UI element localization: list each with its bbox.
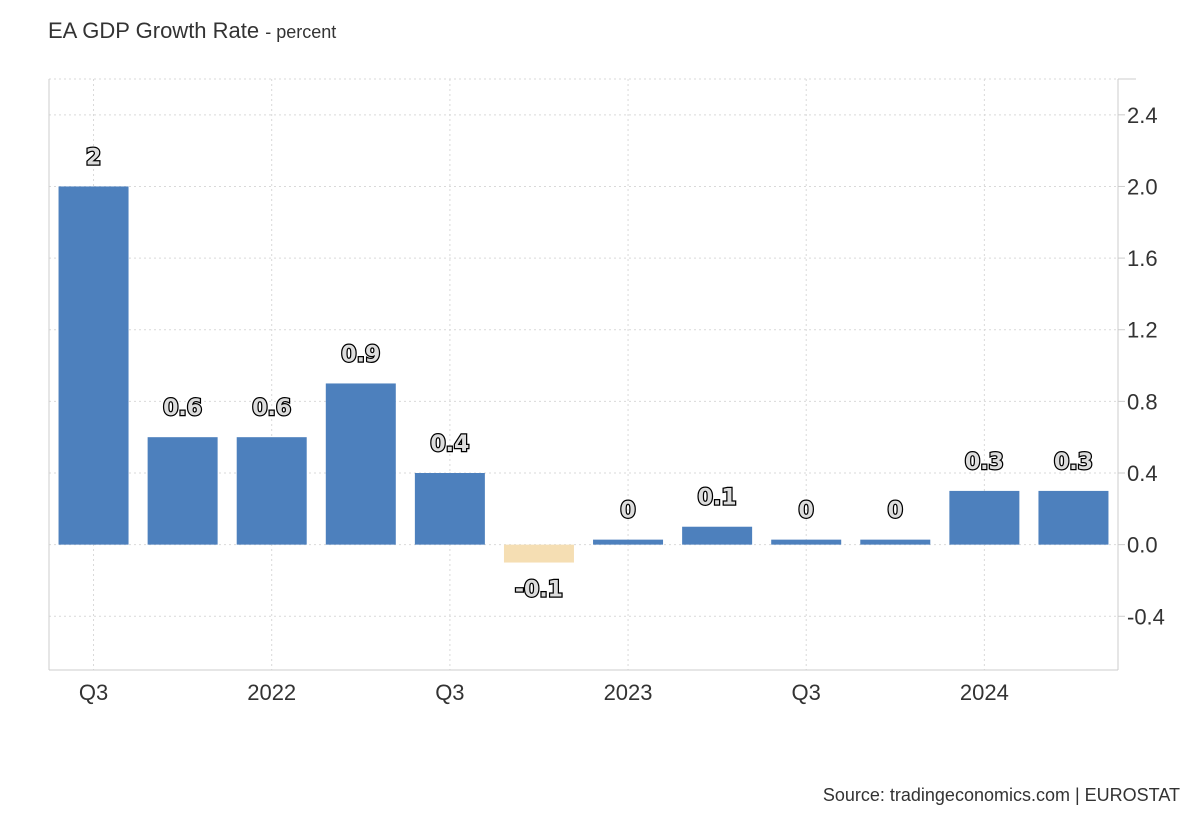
y-tick-label: 0.0 <box>1127 533 1158 558</box>
x-tick-label: Q3 <box>792 680 821 705</box>
data-labels: 2 0.6 0.6 0.9 0.4 -0.1 0 0.1 0 0 0.3 0.3 <box>85 144 1095 604</box>
data-label: 0 <box>799 499 814 524</box>
bar[interactable] <box>682 526 753 545</box>
y-tick-label: 0.4 <box>1127 461 1158 486</box>
data-label: 0.9 <box>341 342 380 367</box>
y-tick-label: 2.0 <box>1127 174 1158 199</box>
data-label: -0.1 <box>515 578 563 603</box>
y-tick-label: -0.4 <box>1127 604 1165 629</box>
bar[interactable] <box>236 437 307 545</box>
y-tick-label: 0.8 <box>1127 389 1158 414</box>
y-tick-label: 1.2 <box>1127 318 1158 343</box>
data-label: 0.6 <box>163 396 202 421</box>
bars <box>58 186 1109 563</box>
y-tick-label: 1.6 <box>1127 246 1158 271</box>
data-label: 0 <box>620 499 635 524</box>
data-label: 0 <box>888 499 903 524</box>
bar[interactable] <box>1038 490 1109 545</box>
bar[interactable] <box>503 544 574 563</box>
data-label: 0.4 <box>430 432 469 457</box>
bar[interactable] <box>414 473 485 545</box>
data-label: 0.3 <box>965 450 1004 475</box>
bar[interactable] <box>949 490 1020 545</box>
bar[interactable] <box>325 383 396 545</box>
x-tick-label: 2022 <box>247 680 296 705</box>
bar[interactable] <box>147 437 218 545</box>
source-credit: Source: tradingeconomics.com | EUROSTAT <box>822 785 1180 805</box>
grid-lines <box>49 78 1118 670</box>
chart-title-text: EA GDP Growth Rate <box>48 18 260 43</box>
bar[interactable] <box>771 539 842 545</box>
bar[interactable] <box>860 539 931 545</box>
data-label: 0.1 <box>698 486 737 511</box>
data-label: 2 <box>86 145 101 170</box>
x-axis-ticks: Q3 2022 Q3 2023 Q3 2024 <box>79 680 1009 705</box>
data-label: 0.6 <box>252 396 291 421</box>
x-tick-label: Q3 <box>435 680 464 705</box>
bar[interactable] <box>593 539 664 545</box>
x-tick-label: 2023 <box>604 680 653 705</box>
data-label: 0.3 <box>1054 450 1093 475</box>
y-axis-ticks: -0.4 0.0 0.4 0.8 1.2 1.6 2.0 2.4 <box>1127 103 1165 629</box>
plot-frame <box>48 78 1136 671</box>
y-tick-label: 2.4 <box>1127 103 1158 128</box>
x-tick-label: Q3 <box>79 680 108 705</box>
chart-title: EA GDP Growth Rate - percent <box>48 18 336 44</box>
x-tick-label: 2024 <box>960 680 1009 705</box>
bar[interactable] <box>58 186 129 545</box>
chart-subtitle: - percent <box>265 22 337 42</box>
